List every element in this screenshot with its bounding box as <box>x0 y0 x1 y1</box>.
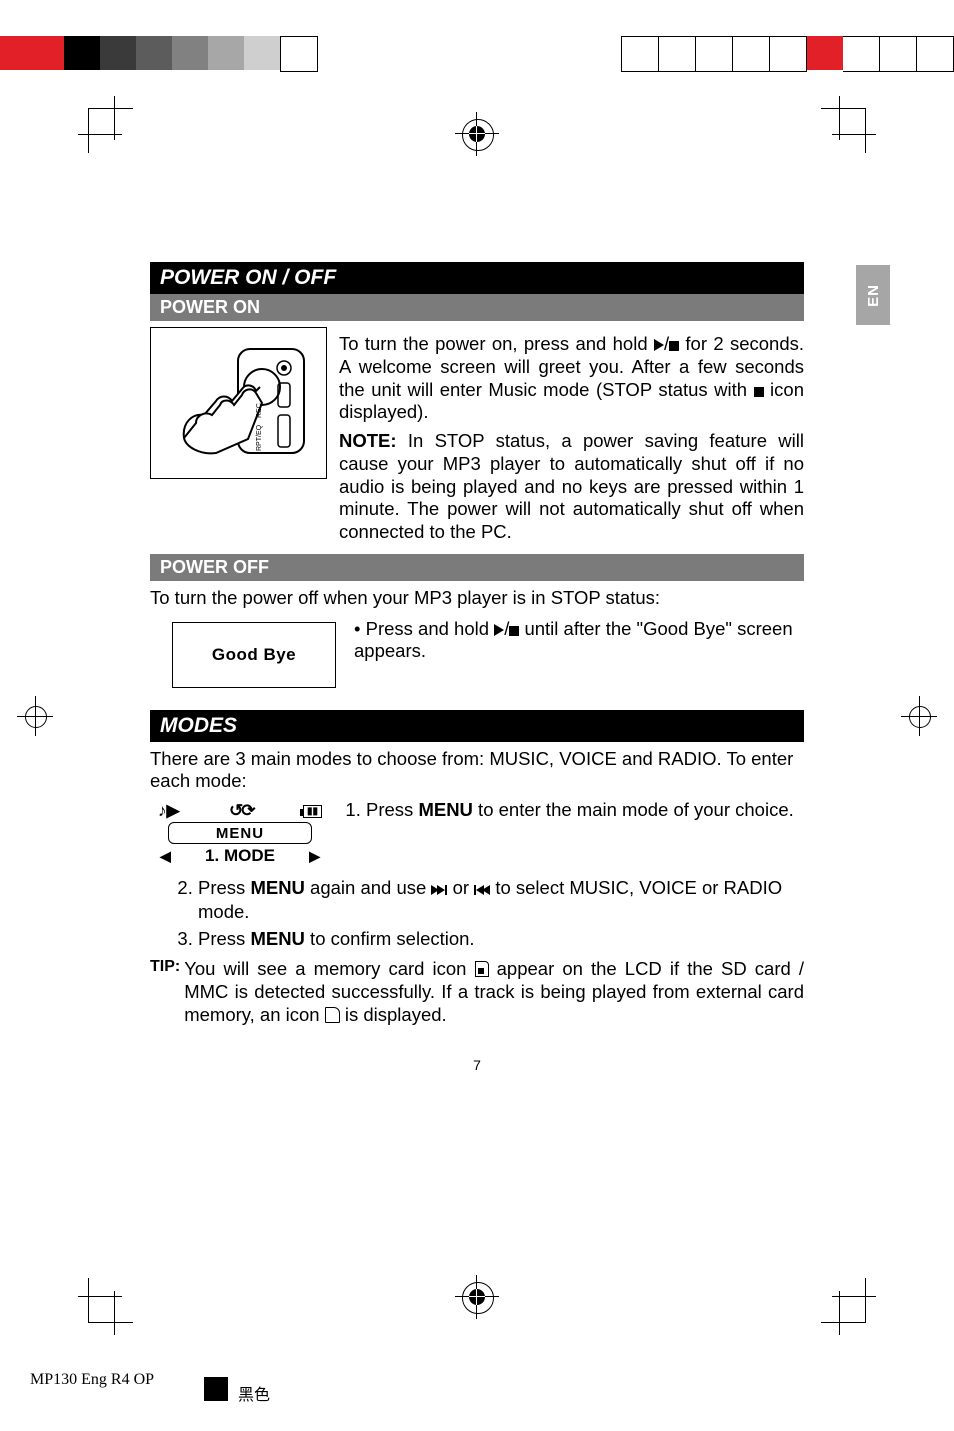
modes-step-1: Press MENU to enter the main mode of you… <box>366 799 794 822</box>
color-chip <box>770 36 807 72</box>
crop-tick <box>78 134 122 135</box>
crop-tick <box>839 1291 840 1335</box>
lcd-menu-illustration: ♪▶ ↺⟳ ▮▮ MENU ◀ 1. MODE ▶ <box>156 799 324 867</box>
color-strip-right <box>621 36 954 70</box>
power-on-text: To turn the power on, press and hold / f… <box>339 327 804 550</box>
footer-doc-id: MP130 Eng R4 OP <box>30 1371 154 1389</box>
power-on-paragraph-2: NOTE: In STOP status, a power saving fea… <box>339 430 804 544</box>
tip-label: TIP: <box>150 958 180 1026</box>
footer-color-name: 黑色 <box>238 1381 270 1405</box>
modes-step-list-2: Press MENU again and use or to select MU… <box>150 877 804 950</box>
card-icon <box>475 961 489 977</box>
lcd-mode-row: ◀ 1. MODE ▶ <box>156 845 324 867</box>
lcd-menu-label: MENU <box>168 822 312 844</box>
subheading-power-on: POWER ON <box>150 294 804 321</box>
crop-tick <box>832 134 876 135</box>
color-chip <box>280 36 318 72</box>
modes-step-3: Press MENU to confirm selection. <box>198 928 804 951</box>
card-play-icon <box>325 1007 340 1023</box>
goodbye-screen: Good Bye <box>172 622 336 688</box>
color-chip <box>621 36 659 72</box>
page-number: 7 <box>150 1057 804 1073</box>
crop-mark <box>88 1278 133 1323</box>
prev-icon <box>482 885 490 895</box>
color-chip <box>0 36 64 70</box>
power-on-row: RPT/EQ REC To turn the power on, press a… <box>150 327 804 550</box>
repeat-playlist-icon: ↺⟳ <box>229 801 254 821</box>
tip-paragraph: TIP: You will see a memory card icon app… <box>150 958 804 1026</box>
power-on-paragraph-1: To turn the power on, press and hold / f… <box>339 333 804 424</box>
power-off-intro: To turn the power off when your MP3 play… <box>150 587 804 610</box>
color-chip <box>917 36 954 72</box>
crop-tick <box>832 1296 876 1297</box>
mode-label: 1. MODE <box>205 846 275 866</box>
modes-step-2: Press MENU again and use or to select MU… <box>198 877 804 924</box>
crop-mark <box>821 108 866 153</box>
power-off-bullet: Press and hold / until after the "Good B… <box>354 618 804 664</box>
next-icon <box>431 878 445 901</box>
language-tab: EN <box>856 265 890 325</box>
registration-mark <box>23 686 47 746</box>
play-icon <box>494 624 504 636</box>
svg-text:RPT/EQ: RPT/EQ <box>256 424 263 451</box>
registration-mark <box>459 1279 495 1315</box>
battery-icon: ▮▮ <box>303 805 322 818</box>
color-chip <box>659 36 696 72</box>
color-chip <box>100 36 136 70</box>
subheading-power-off: POWER OFF <box>150 554 804 581</box>
left-arrow-icon: ◀ <box>160 848 171 865</box>
stop-icon <box>754 387 764 397</box>
goodbye-text: Good Bye <box>212 645 296 665</box>
tip-text: You will see a memory card icon appear o… <box>184 958 804 1026</box>
registration-mark <box>907 686 931 746</box>
power-off-row: Good Bye Press and hold / until after th… <box>150 616 804 688</box>
crop-tick <box>78 1296 122 1297</box>
color-chip <box>880 36 917 72</box>
crop-mark <box>88 108 133 153</box>
stop-icon <box>509 626 519 636</box>
device-illustration: RPT/EQ REC <box>150 327 327 479</box>
color-chip <box>696 36 733 72</box>
svg-text:REC: REC <box>256 403 263 418</box>
modes-row: ♪▶ ↺⟳ ▮▮ MENU ◀ 1. MODE ▶ Press MENU to … <box>150 799 804 867</box>
right-arrow-icon: ▶ <box>309 848 320 865</box>
stop-icon <box>669 341 679 351</box>
color-chip <box>136 36 172 70</box>
color-chip <box>807 36 843 70</box>
color-chip <box>733 36 770 72</box>
lcd-status-row: ♪▶ ↺⟳ ▮▮ <box>156 799 324 823</box>
heading-power-on-off: POWER ON / OFF <box>150 262 804 294</box>
play-icon <box>654 339 664 351</box>
language-label: EN <box>865 284 882 307</box>
color-swatch <box>204 1377 228 1401</box>
heading-modes: MODES <box>150 710 804 742</box>
crop-mark <box>821 1278 866 1323</box>
color-chip <box>843 36 880 72</box>
color-chip <box>64 36 100 70</box>
hand-pressing-icon: RPT/EQ REC <box>164 343 314 463</box>
modes-intro: There are 3 main modes to choose from: M… <box>150 748 804 794</box>
color-strip-left <box>0 36 318 70</box>
modes-step-list-1: Press MENU to enter the main mode of you… <box>340 799 794 826</box>
content-area: POWER ON / OFF POWER ON RPT/EQ REC <box>150 262 804 1073</box>
color-chip <box>244 36 280 70</box>
color-chip <box>172 36 208 70</box>
power-off-bullet-list: Press and hold / until after the "Good B… <box>354 618 804 664</box>
manual-page: EN POWER ON / OFF POWER ON RPT/EQ <box>0 0 954 1431</box>
music-icon: ♪▶ <box>158 801 180 821</box>
registration-mark <box>459 116 495 152</box>
color-chip <box>208 36 244 70</box>
crop-tick <box>114 1291 115 1335</box>
